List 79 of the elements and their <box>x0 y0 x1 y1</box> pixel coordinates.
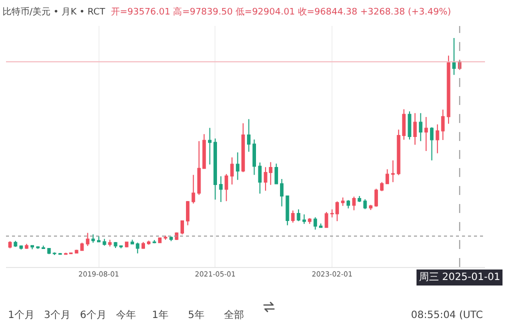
candlestick <box>219 176 223 203</box>
candlestick <box>430 126 434 161</box>
candlestick <box>74 249 78 254</box>
candlestick <box>446 55 450 124</box>
candlestick <box>302 214 306 224</box>
candlestick <box>208 127 212 165</box>
candlestick <box>146 240 150 246</box>
candlestick <box>274 163 278 184</box>
candlestick <box>386 168 390 184</box>
candlestick <box>136 242 140 254</box>
candlestick <box>436 124 440 154</box>
candlestick <box>391 160 395 183</box>
candlestick <box>408 110 412 140</box>
candlestick <box>368 204 372 211</box>
candlestick <box>19 244 23 250</box>
candlestick <box>380 182 384 192</box>
chart-subtitle: 开=93576.01 高=97839.50 低=92904.01 收=96844.38 +3268.38 (+3.49%) <box>110 6 452 18</box>
candlestick <box>247 118 251 152</box>
candlestick <box>102 238 106 246</box>
candlestick <box>352 196 356 211</box>
candlestick <box>314 216 318 230</box>
candlestick <box>169 236 173 242</box>
text: 今年 <box>116 309 136 321</box>
candlestick <box>363 198 367 210</box>
candlestick <box>452 38 456 76</box>
candlestick <box>241 122 245 173</box>
candlestick <box>413 112 417 146</box>
candlestick <box>42 245 46 250</box>
candlestick <box>252 139 256 176</box>
candlestick <box>130 239 134 245</box>
candlestick <box>192 174 196 204</box>
chart-title: 比特币/美元 • 月K • RCT <box>2 7 106 18</box>
candlestick <box>86 232 90 247</box>
candlestick <box>280 178 284 207</box>
text: 08:55:04 (UTC <box>411 310 483 321</box>
candlestick <box>291 210 295 224</box>
candlestick <box>114 241 118 249</box>
candlestick <box>158 237 162 244</box>
candlestick <box>358 195 362 203</box>
candlestick <box>124 241 128 248</box>
candlestick <box>36 246 40 250</box>
candlestick <box>441 109 445 140</box>
candlestick <box>142 241 145 250</box>
candlestick <box>80 242 84 251</box>
candlestick <box>236 152 240 180</box>
candlestick <box>8 240 12 249</box>
candlestick <box>14 240 18 248</box>
candlestick <box>230 156 234 185</box>
candlestick <box>164 235 168 240</box>
candlestick <box>30 244 34 250</box>
candlestick <box>324 212 328 228</box>
candlestick <box>296 208 300 222</box>
text: 1个月 <box>8 309 34 321</box>
candlestick <box>91 234 95 244</box>
candlestick <box>97 236 101 243</box>
candlestick <box>213 138 217 200</box>
candlestick <box>418 112 422 142</box>
candlestick <box>58 252 62 256</box>
text: 5年 <box>188 309 204 321</box>
text: 6个月 <box>80 309 106 321</box>
candlestick <box>424 116 428 152</box>
candlestick <box>346 200 350 209</box>
candlestick <box>224 174 228 202</box>
candlestick <box>319 223 323 228</box>
candlestick <box>174 232 178 240</box>
candlestick <box>186 200 190 226</box>
candlestick <box>24 243 28 250</box>
text: 3个月 <box>44 309 70 321</box>
candlestick <box>341 196 345 206</box>
candlestick <box>308 218 312 224</box>
candlestick <box>152 239 156 244</box>
text: 1年 <box>152 309 168 321</box>
candlestick <box>180 220 184 235</box>
candlestick <box>108 239 112 247</box>
candlestick <box>286 195 290 226</box>
ref-line-label: 周三 2025-01-01 <box>419 272 500 283</box>
candlestick <box>374 188 378 208</box>
text: 全部 <box>224 309 244 321</box>
candlestick <box>258 162 262 194</box>
